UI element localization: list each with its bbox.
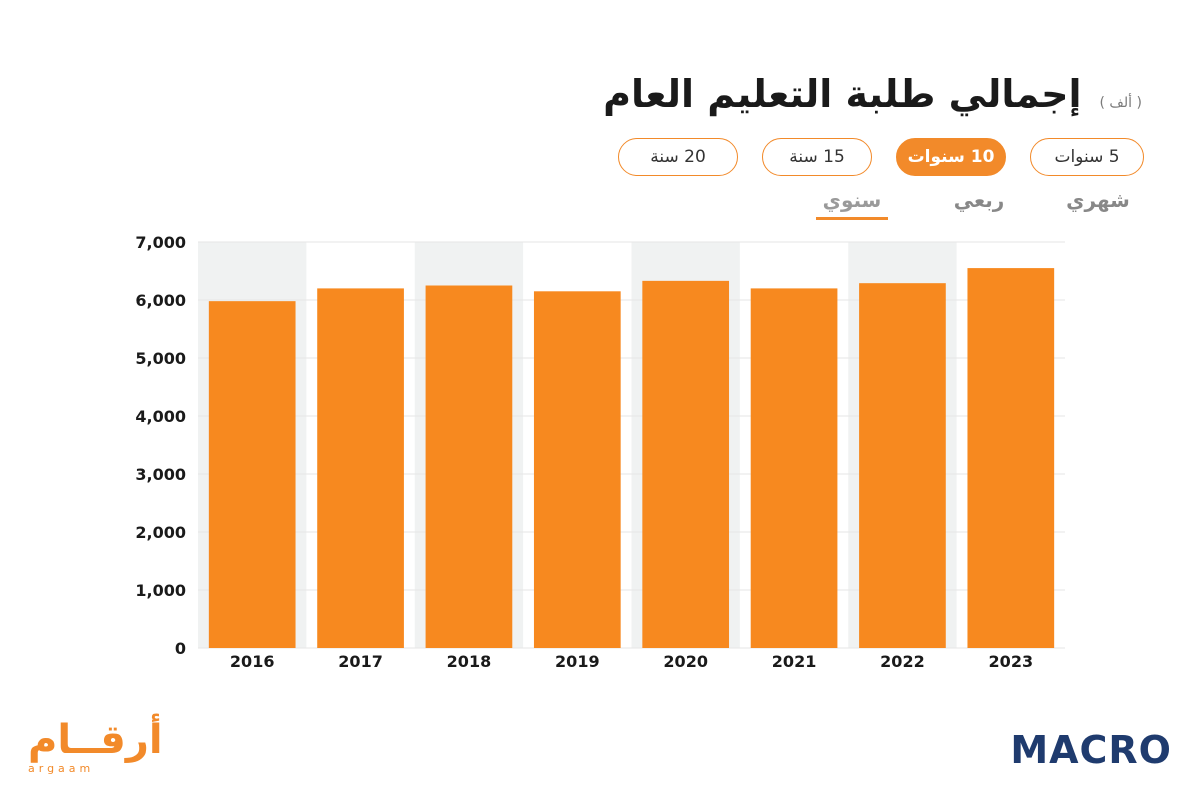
x-tick-label-2023: 2023 bbox=[989, 652, 1034, 671]
x-tick-label-2022: 2022 bbox=[880, 652, 925, 671]
y-tick-label: 3,000 bbox=[135, 465, 186, 484]
bar-2016[interactable] bbox=[208, 301, 296, 648]
chart-header: إجمالي طلبة التعليم العام ( ألف ) bbox=[603, 72, 1142, 116]
bar-2022[interactable] bbox=[859, 283, 946, 648]
range-selector: 5 سنوات 10 سنوات 15 سنة 20 سنة bbox=[618, 138, 1144, 176]
tab-yearly-label: سنوي bbox=[822, 188, 882, 212]
x-tick-label-2019: 2019 bbox=[555, 652, 600, 671]
x-tick-label-2018: 2018 bbox=[447, 652, 492, 671]
bar-2018[interactable] bbox=[425, 285, 513, 649]
x-tick-label-2020: 2020 bbox=[663, 652, 708, 671]
chart-bars bbox=[208, 268, 1055, 649]
y-tick-label: 6,000 bbox=[135, 291, 186, 310]
bar-2021[interactable] bbox=[750, 288, 838, 648]
y-axis-ticks: 0 1,000 2,000 3,000 4,000 5,000 6,000 7,000 bbox=[135, 233, 186, 658]
range-5y-button[interactable]: 5 سنوات bbox=[1030, 138, 1144, 176]
argaam-logo: أرقــام argaam bbox=[28, 720, 163, 775]
unit-label: ( ألف ) bbox=[1099, 95, 1142, 111]
bar-2023[interactable] bbox=[967, 268, 1055, 648]
x-axis-ticks: 2016 2017 2018 2019 2020 2021 2022 2023 bbox=[230, 652, 1033, 671]
macro-logo: MACRO bbox=[1010, 728, 1172, 772]
range-10y-button[interactable]: 10 سنوات bbox=[896, 138, 1006, 176]
frequency-tabs: شهري ربعي سنوي bbox=[816, 188, 1138, 220]
tab-quarterly[interactable]: ربعي bbox=[944, 188, 1014, 212]
x-tick-label-2017: 2017 bbox=[338, 652, 383, 671]
y-tick-label: 7,000 bbox=[135, 233, 186, 252]
tab-yearly[interactable]: سنوي bbox=[816, 188, 888, 220]
tab-monthly[interactable]: شهري bbox=[1058, 188, 1138, 212]
x-tick-label-2016: 2016 bbox=[230, 652, 275, 671]
y-tick-label: 0 bbox=[175, 639, 186, 658]
range-15y-button[interactable]: 15 سنة bbox=[762, 138, 872, 176]
argaam-logo-latin: argaam bbox=[28, 762, 95, 775]
chart-title: إجمالي طلبة التعليم العام bbox=[603, 72, 1082, 116]
bar-2019[interactable] bbox=[533, 291, 621, 648]
bar-2017[interactable] bbox=[317, 288, 404, 648]
range-20y-button[interactable]: 20 سنة bbox=[618, 138, 738, 176]
y-tick-label: 5,000 bbox=[135, 349, 186, 368]
bar-2020[interactable] bbox=[642, 280, 730, 648]
y-tick-label: 2,000 bbox=[135, 523, 186, 542]
active-tab-underline bbox=[816, 217, 888, 220]
y-tick-label: 1,000 bbox=[135, 581, 186, 600]
tab-quarterly-label: ربعي bbox=[953, 188, 1005, 212]
argaam-logo-arabic: أرقــام bbox=[28, 717, 163, 763]
y-tick-label: 4,000 bbox=[135, 407, 186, 426]
tab-monthly-label: شهري bbox=[1066, 188, 1130, 212]
x-tick-label-2021: 2021 bbox=[772, 652, 817, 671]
